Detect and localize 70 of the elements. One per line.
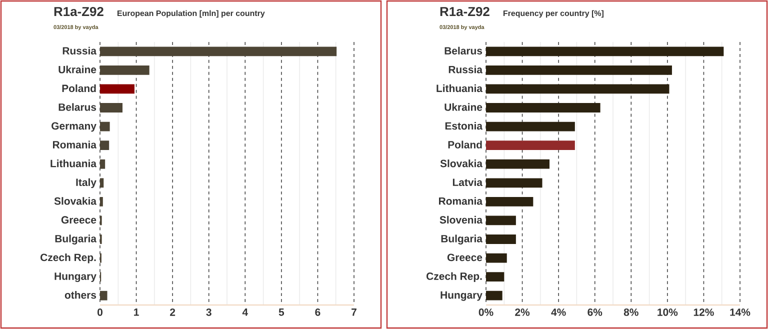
bar	[486, 234, 516, 244]
y-tick-label: Lithuania	[436, 84, 483, 92]
y-tick-label: Poland	[448, 140, 482, 148]
x-tick-label: 8%	[624, 308, 638, 316]
y-tick-label: Hungary	[54, 272, 96, 282]
y-tick-label: Slovakia	[54, 197, 97, 205]
x-tick-label: 10%	[658, 308, 678, 316]
y-tick-label: Hungary	[440, 291, 482, 301]
x-tick-label: 6%	[588, 308, 602, 316]
bar	[100, 46, 337, 56]
y-tick-label: Slovakia	[440, 160, 483, 168]
bar	[100, 122, 110, 132]
y-tick-label: Russia	[62, 46, 97, 55]
y-tick-label: Belarus	[444, 46, 482, 55]
y-tick-label: Slovenia	[440, 216, 483, 224]
chart-title: R1a-Z92	[440, 6, 490, 16]
x-tick-label: 14%	[730, 308, 750, 316]
x-tick-label: 6	[315, 308, 320, 316]
bar	[100, 159, 106, 169]
bar	[486, 46, 724, 56]
y-tick-label: Romania	[439, 197, 483, 205]
x-tick-label: 3	[206, 308, 212, 316]
x-tick-label: 0	[97, 308, 102, 316]
x-tick-label: 1	[134, 308, 139, 316]
bar	[486, 84, 670, 94]
y-tick-label: Latvia	[452, 178, 483, 186]
bar	[486, 159, 550, 169]
bar	[100, 84, 134, 94]
bar	[486, 196, 534, 206]
y-tick-label: Bulgaria	[55, 234, 97, 244]
x-tick-label: 4%	[551, 308, 566, 316]
bar	[100, 65, 150, 75]
y-tick-label: Czech Rep.	[40, 253, 96, 264]
y-tick-label: Belarus	[58, 103, 96, 111]
bar	[100, 103, 122, 112]
y-tick-label: Czech Rep.	[426, 272, 482, 282]
y-tick-label: others	[64, 291, 96, 299]
bar	[486, 272, 504, 282]
bar	[486, 178, 542, 188]
x-tick-label: 12%	[694, 308, 714, 316]
bar	[486, 65, 672, 75]
bar	[100, 140, 110, 150]
bar	[486, 216, 516, 226]
y-tick-label: Germany	[52, 122, 96, 132]
x-tick-label: 2	[170, 308, 176, 316]
y-tick-label: Romania	[53, 140, 97, 148]
y-tick-label: Greece	[447, 254, 482, 262]
y-tick-label: Ukraine	[444, 103, 482, 111]
bar	[486, 253, 507, 263]
chart-title: R1a-Z92	[54, 6, 104, 16]
x-tick-label: 0%	[478, 308, 494, 316]
bar	[100, 290, 108, 300]
y-tick-label: Greece	[61, 216, 96, 224]
x-tick-label: 7	[352, 308, 356, 316]
y-tick-label: Estonia	[445, 122, 483, 130]
bar	[100, 196, 103, 206]
bar	[486, 140, 575, 150]
bar	[486, 122, 575, 132]
y-tick-label: Ukraine	[58, 66, 96, 74]
x-tick-label: 4	[242, 308, 248, 316]
y-tick-label: Poland	[62, 84, 96, 92]
x-tick-label: 2%	[515, 308, 530, 316]
bar	[100, 178, 104, 188]
y-tick-label: Lithuania	[50, 160, 97, 168]
y-tick-label: Bulgaria	[441, 234, 483, 244]
bar	[486, 290, 502, 300]
y-tick-label: Russia	[448, 66, 483, 74]
x-tick-label: 5	[278, 308, 284, 316]
bar	[486, 103, 600, 112]
y-tick-label: Italy	[76, 178, 96, 188]
